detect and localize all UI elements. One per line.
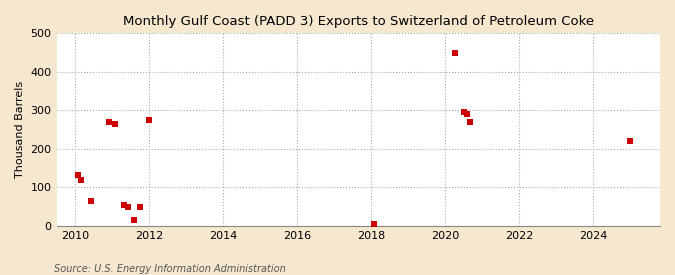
Point [144, 118, 155, 122]
Point [109, 122, 120, 126]
Title: Monthly Gulf Coast (PADD 3) Exports to Switzerland of Petroleum Coke: Monthly Gulf Coast (PADD 3) Exports to S… [123, 15, 594, 28]
Point [122, 204, 133, 209]
Point [458, 110, 469, 114]
Point [119, 202, 130, 207]
Text: Source: U.S. Energy Information Administration: Source: U.S. Energy Information Administ… [54, 264, 286, 274]
Point [461, 112, 472, 116]
Point [73, 173, 84, 177]
Point [128, 218, 139, 222]
Point [104, 120, 115, 124]
Point [134, 204, 145, 209]
Point [369, 222, 379, 226]
Y-axis label: Thousand Barrels: Thousand Barrels [15, 81, 25, 178]
Point [449, 50, 460, 55]
Point [85, 199, 96, 203]
Point [464, 120, 475, 124]
Point [76, 177, 87, 182]
Point [625, 139, 636, 143]
